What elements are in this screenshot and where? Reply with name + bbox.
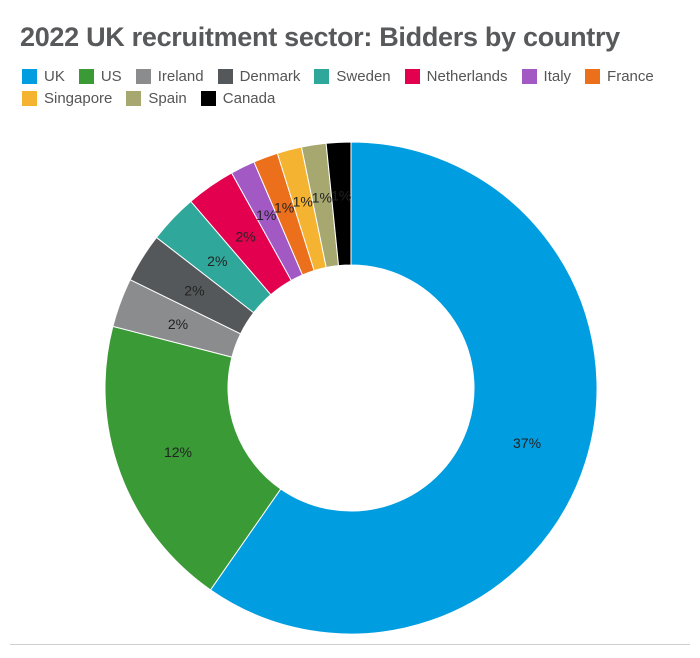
- legend-item-us: US: [78, 67, 122, 85]
- legend-item-canada: Canada: [200, 89, 276, 107]
- legend-swatch: [521, 68, 537, 84]
- legend-item-france: France: [585, 67, 654, 85]
- data-label-sweden: 2%: [207, 253, 227, 269]
- data-label-italy: 1%: [256, 207, 276, 223]
- donut-data-labels: 37%12%2%2%2%2%1%1%1%1% 1%: [164, 188, 541, 460]
- bottom-divider: [10, 644, 690, 645]
- legend-label: Spain: [148, 89, 187, 107]
- data-label-spain: 1%: [312, 190, 332, 206]
- legend-swatch: [22, 90, 37, 106]
- legend-item-netherlands: Netherlands: [404, 67, 508, 85]
- legend-item-spain: Spain: [126, 89, 187, 107]
- legend-swatch: [314, 68, 330, 84]
- legend-label: Ireland: [157, 67, 204, 85]
- legend-label: France: [607, 67, 654, 85]
- data-label-canada: 1%: [331, 188, 351, 204]
- data-label-singapore: 1%: [293, 194, 313, 210]
- data-label-france: 1%: [274, 199, 294, 215]
- legend-item-denmark: Denmark: [217, 67, 301, 85]
- data-label-us: 12%: [164, 444, 192, 460]
- legend-swatch: [200, 90, 216, 106]
- legend-swatch: [404, 68, 420, 84]
- legend-label: Sweden: [336, 67, 391, 85]
- donut-slices: [104, 141, 598, 635]
- legend-swatch: [22, 68, 37, 84]
- chart-legend: UK US Ireland Denmark Sweden Netherlands Italy…: [22, 67, 682, 107]
- data-label-ireland: 2%: [168, 316, 188, 332]
- legend-label: UK: [44, 67, 65, 85]
- data-label-netherlands: 2%: [235, 229, 255, 245]
- data-label-uk: 37%: [513, 435, 541, 451]
- legend-swatch: [585, 68, 601, 84]
- legend-swatch: [78, 68, 94, 84]
- slice-uk: [209, 141, 598, 635]
- legend-label: US: [100, 67, 122, 85]
- legend-item-ireland: Ireland: [135, 67, 204, 85]
- data-label-denmark: 2%: [184, 282, 204, 298]
- legend-item-italy: Italy: [521, 67, 572, 85]
- legend-item-sweden: Sweden: [314, 67, 391, 85]
- legend-swatch: [135, 68, 151, 84]
- slice-us: [104, 325, 282, 591]
- legend-swatch: [217, 68, 233, 84]
- legend-label: Netherlands: [426, 67, 508, 85]
- legend-label: Canada: [222, 89, 276, 107]
- legend-item-uk: UK: [22, 67, 65, 85]
- legend-label: Italy: [543, 67, 572, 85]
- chart-title: 2022 UK recruitment sector: Bidders by c…: [20, 22, 620, 52]
- legend-swatch: [126, 90, 142, 106]
- legend-label: Denmark: [239, 67, 301, 85]
- slice-canada: [325, 141, 352, 267]
- donut-chart: 37%12%2%2%2%2%1%1%1%1% 1%: [104, 141, 598, 635]
- legend-label: Singapore: [44, 89, 113, 107]
- legend-item-singapore: Singapore: [22, 89, 113, 107]
